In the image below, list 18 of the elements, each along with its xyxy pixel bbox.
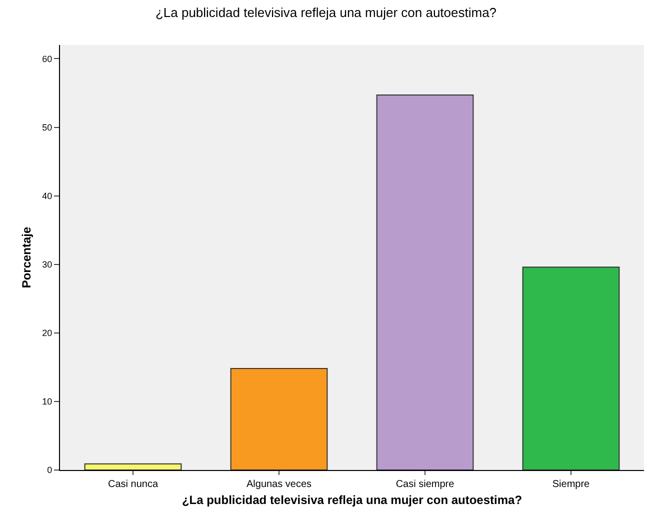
bar: [376, 94, 474, 470]
y-tick-label: 30: [42, 260, 52, 270]
x-tick-label: Casi nunca: [108, 479, 158, 490]
y-tick-label: 20: [42, 328, 52, 338]
y-tick-label: 60: [42, 54, 52, 64]
y-tick-label: 0: [47, 465, 52, 476]
y-tick-label: 50: [42, 122, 52, 132]
chart-title: ¿La publicidad televisiva refleja una mujer con autoestima?: [155, 4, 497, 20]
bar: [230, 368, 328, 470]
bar: [84, 463, 182, 470]
y-tick-label: 40: [42, 190, 52, 201]
bar: [522, 266, 620, 470]
y-axis-title: Porcentaje: [19, 226, 34, 288]
x-axis-title: ¿La publicidad televisiva refleja una mujer con autoestima?: [182, 492, 522, 507]
x-tick-label: Siempre: [552, 479, 590, 490]
x-tick-label: Casi siempre: [396, 479, 455, 490]
x-tick-label: Algunas veces: [246, 479, 312, 490]
y-tick-label: 10: [42, 396, 52, 407]
